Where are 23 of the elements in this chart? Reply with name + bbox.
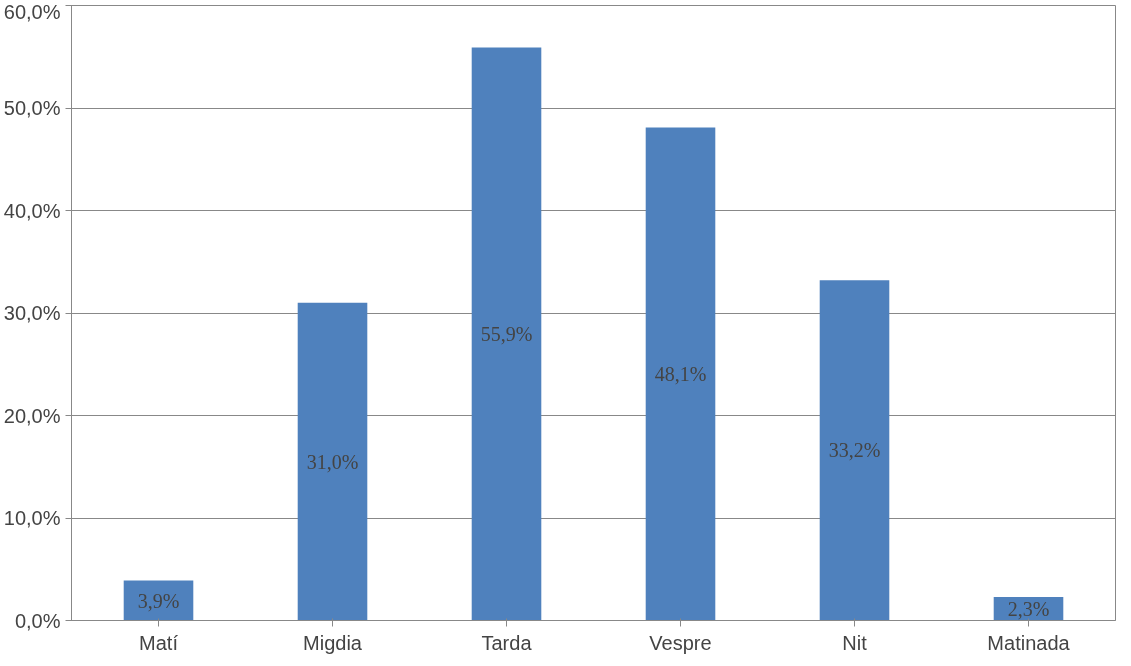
- bar: [819, 280, 890, 621]
- bar: [297, 302, 368, 621]
- y-tick-label: 40,0%: [3, 199, 61, 222]
- y-tick-label: 30,0%: [3, 302, 61, 324]
- x-tick-label: Matinada: [987, 631, 1071, 654]
- data-label: 55,9%: [480, 323, 533, 346]
- x-tick-label: Matí: [139, 631, 179, 654]
- y-tick-label: 20,0%: [3, 404, 61, 427]
- x-tick-label: Migdia: [303, 631, 363, 654]
- y-tick-label: 10,0%: [3, 507, 61, 529]
- data-label: 48,1%: [654, 362, 707, 385]
- data-label: 31,0%: [306, 450, 359, 473]
- y-tick-label: 50,0%: [3, 97, 61, 119]
- data-label: 33,2%: [828, 439, 881, 462]
- x-tick-label: Vespre: [649, 631, 712, 654]
- data-label: 3,9%: [137, 589, 180, 612]
- data-label: 2,3%: [1007, 597, 1050, 620]
- y-tick-label: 0,0%: [14, 609, 61, 632]
- x-tick-label: Nit: [842, 631, 868, 654]
- x-tick-label: Tarda: [481, 631, 533, 654]
- bar: [645, 127, 716, 621]
- bar: [471, 47, 542, 621]
- y-tick-label: 60,0%: [3, 0, 61, 23]
